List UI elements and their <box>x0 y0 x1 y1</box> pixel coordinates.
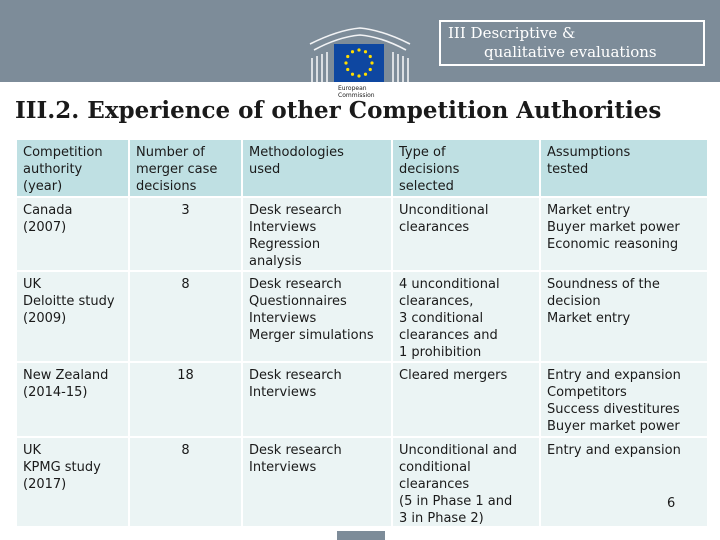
page-number: 6 <box>667 496 676 511</box>
eu-star-icon <box>368 67 372 72</box>
section-label: III Descriptive & qualitative evaluation… <box>439 20 705 66</box>
eu-star-icon <box>357 74 361 78</box>
european-commission-logo: European Commission <box>309 27 411 99</box>
cell-authority: Canada (2007) <box>17 198 130 272</box>
table-row: Canada (2007) 3 Desk research Interviews… <box>17 198 707 272</box>
logo-text-line1: European <box>338 85 367 92</box>
cell-decisions: 3 <box>130 198 243 272</box>
table-row: UK Deloitte study (2009) 8 Desk research… <box>17 272 707 363</box>
cell-decisions: 8 <box>130 272 243 363</box>
table-header-row: Competition authority (year) Number of m… <box>17 140 707 198</box>
eu-star-icon <box>350 50 355 54</box>
eu-star-icon <box>368 54 372 59</box>
section-label-line1: III Descriptive & <box>448 24 576 42</box>
cell-methodologies: Desk research Interviews <box>243 438 393 528</box>
bottom-tab <box>337 531 385 540</box>
eu-star-icon <box>370 61 374 65</box>
table-row: UK KPMG study (2017) 8 Desk research Int… <box>17 438 707 528</box>
header-cell-assumptions: Assumptions tested <box>541 140 707 198</box>
page-title: III.2. Experience of other Competition A… <box>15 97 662 124</box>
cell-authority: UK KPMG study (2017) <box>17 438 130 528</box>
eu-star-icon <box>363 72 368 76</box>
cell-methodologies: Desk research Interviews <box>243 363 393 438</box>
cell-type: 4 unconditional clearances, 3 conditiona… <box>393 272 541 363</box>
eu-star-icon <box>357 48 361 52</box>
cell-authority: New Zealand (2014-15) <box>17 363 130 438</box>
cell-authority: UK Deloitte study (2009) <box>17 272 130 363</box>
cell-type: Unconditional clearances <box>393 198 541 272</box>
cell-type: Unconditional and conditional clearances… <box>393 438 541 528</box>
eu-star-icon <box>346 54 350 59</box>
eu-star-icon <box>363 50 368 54</box>
eu-star-icon <box>344 61 348 65</box>
cell-methodologies: Desk research Questionnaires Interviews … <box>243 272 393 363</box>
cell-methodologies: Desk research Interviews Regression anal… <box>243 198 393 272</box>
logo-text-line2: Commission <box>338 92 375 99</box>
header-cell-decisions: Number of merger case decisions <box>130 140 243 198</box>
eu-star-icon <box>350 72 355 76</box>
cell-assumptions: Market entry Buyer market power Economic… <box>541 198 707 272</box>
cell-assumptions: Soundness of the decision Market entry <box>541 272 707 363</box>
cell-decisions: 18 <box>130 363 243 438</box>
cell-type: Cleared mergers <box>393 363 541 438</box>
cell-assumptions: Entry and expansion <box>541 438 707 528</box>
header-cell-methodologies: Methodologies used <box>243 140 393 198</box>
section-label-line2: qualitative evaluations <box>484 43 657 61</box>
header-cell-type: Type of decisions selected <box>393 140 541 198</box>
eu-star-icon <box>346 67 350 72</box>
header-cell-authority: Competition authority (year) <box>17 140 130 198</box>
comparison-table: Competition authority (year) Number of m… <box>17 140 707 528</box>
table-row: New Zealand (2014-15) 18 Desk research I… <box>17 363 707 438</box>
cell-decisions: 8 <box>130 438 243 528</box>
cell-assumptions: Entry and expansion Competitors Success … <box>541 363 707 438</box>
